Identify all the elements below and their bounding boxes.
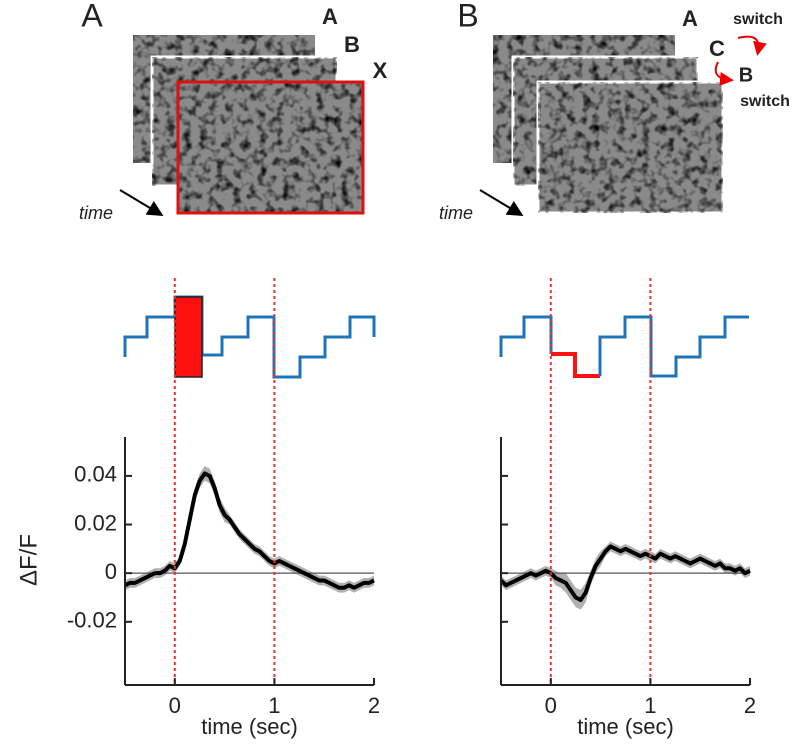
stimulus-frames xyxy=(479,35,767,217)
y-tick-label: -0.02 xyxy=(67,608,117,633)
x-tick-label: 0 xyxy=(169,693,181,718)
y-tick-label: 0 xyxy=(105,559,117,584)
annotation: X xyxy=(373,58,388,83)
x-axis-label: time (sec) xyxy=(201,714,298,739)
panel-label: A xyxy=(81,0,103,33)
trace xyxy=(124,471,375,590)
annotation: A xyxy=(322,4,338,29)
x-tick-label: 2 xyxy=(744,693,756,718)
annotation: switch xyxy=(733,11,783,28)
stimulus-frames xyxy=(119,35,365,217)
x-tick-label: 1 xyxy=(644,693,656,718)
x-tick-label: 1 xyxy=(268,693,280,718)
step-diagram xyxy=(123,295,749,379)
error-band xyxy=(125,466,374,593)
x-tick-label: 2 xyxy=(368,693,380,718)
annotation: A xyxy=(682,6,698,31)
panel-label: B xyxy=(457,0,478,33)
annotation: time xyxy=(439,203,473,223)
x-tick-label: 0 xyxy=(545,693,557,718)
annotation: switch xyxy=(740,93,790,110)
trace xyxy=(499,544,751,602)
error-band xyxy=(501,541,750,610)
annotation: C xyxy=(709,36,725,61)
x-axis-label: time (sec) xyxy=(577,714,674,739)
annotation: B xyxy=(739,64,753,86)
annotation: time xyxy=(79,203,113,223)
annotation: B xyxy=(344,32,360,57)
y-tick-label: 0.04 xyxy=(74,462,117,487)
y-tick-label: 0.02 xyxy=(74,510,117,535)
y-axis-label: ΔF/F xyxy=(15,534,42,586)
